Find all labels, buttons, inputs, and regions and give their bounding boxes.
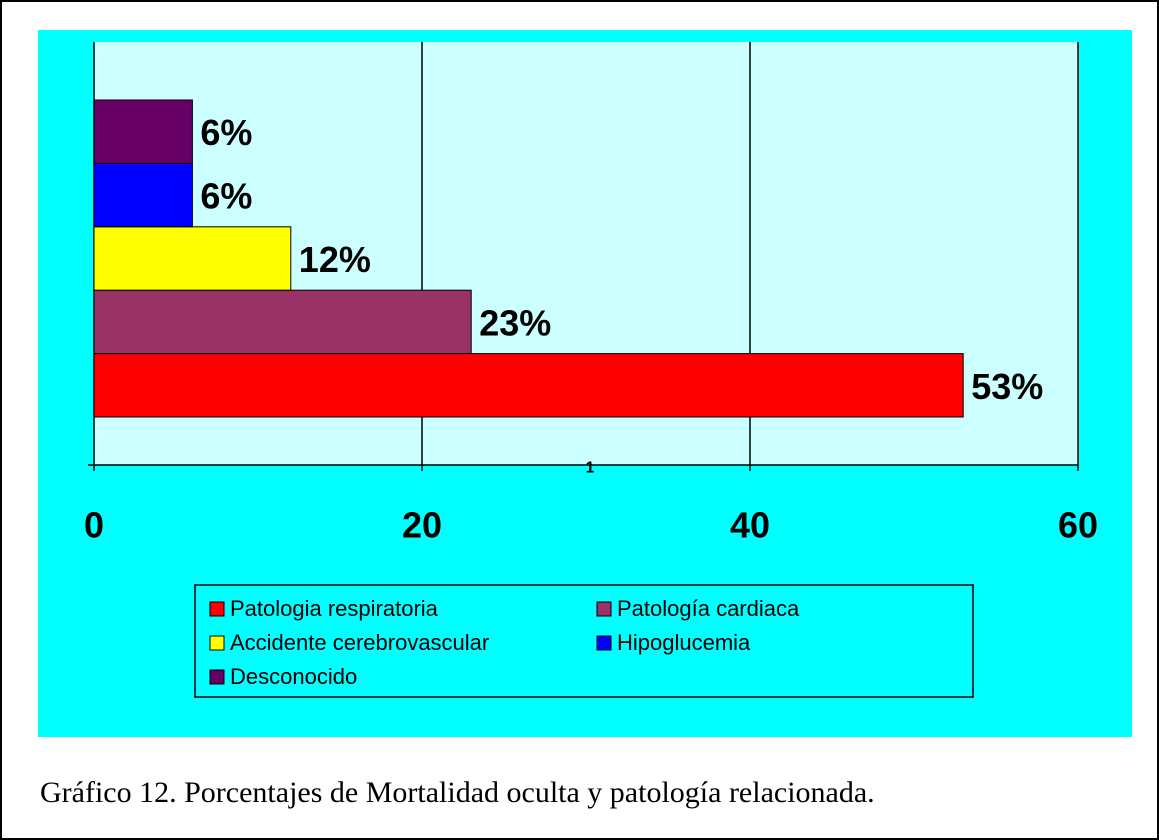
y-tick-label: 1	[586, 460, 595, 477]
data-label: 12%	[299, 239, 371, 280]
legend-label: Hipoglucemia	[617, 630, 751, 655]
data-label: 23%	[479, 302, 551, 343]
data-label: 6%	[200, 176, 252, 217]
x-tick-label: 20	[402, 505, 442, 546]
legend-swatch	[596, 635, 612, 651]
x-tick-label: 60	[1058, 505, 1098, 546]
x-tick-label: 0	[84, 505, 104, 546]
legend-swatch	[209, 635, 225, 651]
bar	[93, 99, 193, 164]
legend-label: Patologia respiratoria	[230, 596, 439, 621]
caption: Gráfico 12. Porcentajes de Mortalidad oc…	[40, 776, 875, 809]
bar	[93, 353, 964, 418]
data-label: 53%	[971, 366, 1043, 407]
legend-box	[194, 584, 974, 698]
bar	[93, 289, 472, 355]
bar	[93, 162, 193, 228]
legend-swatch	[596, 601, 612, 617]
legend-label: Accidente cerebrovascular	[230, 630, 489, 655]
legend-swatch	[209, 669, 225, 685]
x-tick-label: 40	[730, 505, 770, 546]
legend-label: Patología cardiaca	[617, 596, 800, 621]
legend-label: Desconocido	[230, 664, 357, 689]
data-label: 6%	[200, 112, 252, 153]
legend-swatch	[209, 601, 225, 617]
bar	[93, 226, 292, 291]
